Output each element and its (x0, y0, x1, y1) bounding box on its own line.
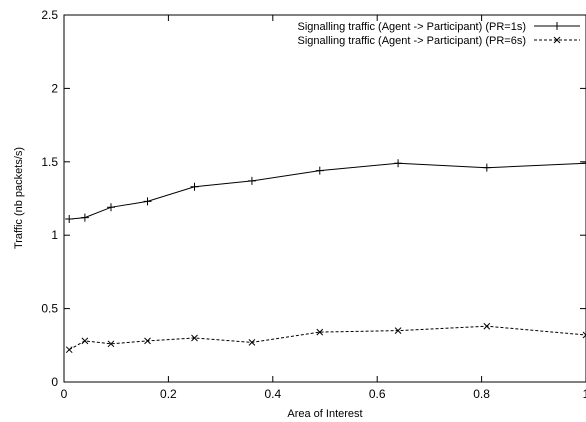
x-tick-label: 0.8 (473, 387, 490, 401)
y-tick-label: 0 (51, 375, 58, 389)
data-point (191, 334, 198, 342)
data-point (394, 159, 403, 168)
plot-area (65, 159, 586, 354)
x-axis: 0 0.2 0.4 0.6 0.8 1 (61, 15, 586, 401)
y-tick-label: 0.5 (41, 302, 58, 316)
series-line (69, 162, 586, 220)
x-tick-label: 0 (61, 387, 68, 401)
y-axis: 0 0.5 1 1.5 2 2.5 (41, 8, 586, 389)
legend-label-pr6: Signalling traffic (Agent -> Participant… (298, 35, 526, 47)
data-point (190, 182, 199, 191)
data-point (483, 322, 491, 330)
x-axis-label: Area of Interest (287, 408, 362, 420)
legend-marker-pr1 (553, 22, 561, 30)
plot-frame (63, 14, 586, 383)
data-point (315, 166, 324, 175)
y-tick-label: 1.5 (41, 155, 58, 169)
series-2 (65, 322, 586, 354)
data-point (248, 339, 256, 346)
data-point (107, 340, 115, 348)
data-point (394, 327, 402, 334)
series-line (68, 325, 586, 351)
x-tick-label: 0.2 (160, 387, 177, 401)
series-1 (65, 159, 586, 224)
data-point (65, 215, 74, 224)
x-tick-label: 0.6 (369, 387, 386, 401)
legend-label-pr1: Signalling traffic (Agent -> Participant… (298, 21, 526, 33)
data-point (482, 163, 491, 172)
y-tick-label: 1 (51, 228, 58, 242)
data-point (81, 337, 89, 345)
legend: Signalling traffic (Agent -> Participant… (298, 21, 580, 47)
legend-marker-pr6 (553, 36, 561, 44)
y-tick-label: 2 (51, 81, 58, 95)
data-point (582, 331, 586, 339)
data-point (80, 213, 89, 222)
data-point (316, 328, 324, 336)
data-point (144, 337, 151, 345)
data-point (65, 346, 73, 354)
y-tick-label: 2.5 (41, 8, 58, 22)
data-point (582, 159, 586, 168)
data-point (247, 176, 256, 185)
x-tick-label: 1 (583, 387, 586, 401)
data-point (143, 197, 152, 206)
data-point (106, 203, 115, 212)
x-tick-label: 0.4 (264, 387, 281, 401)
y-axis-label: Traffic (nb packets/s) (13, 147, 25, 249)
